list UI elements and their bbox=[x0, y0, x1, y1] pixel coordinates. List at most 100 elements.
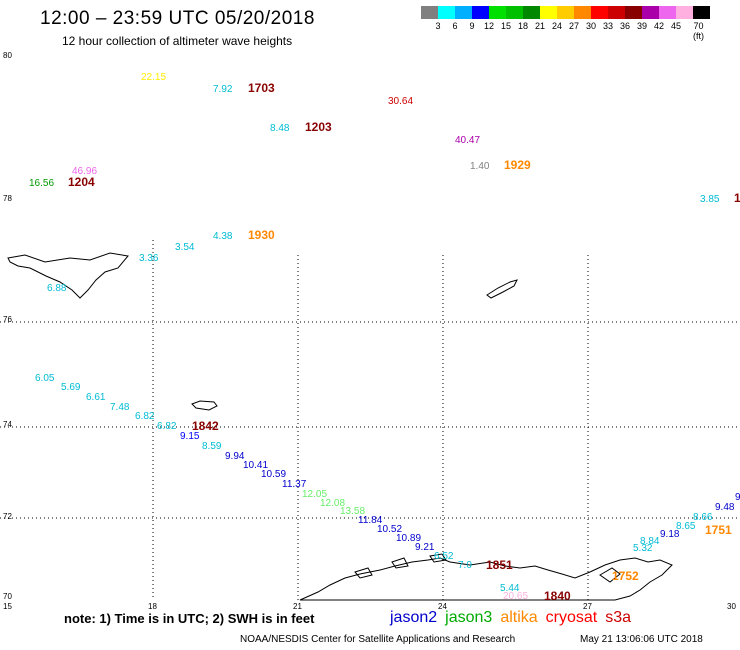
y-tick-label: 74 bbox=[3, 420, 12, 429]
footer-credit: NOAA/NESDIS Center for Satellite Applica… bbox=[240, 634, 516, 645]
pass-time-label: 1840 bbox=[544, 589, 571, 603]
axis-labels: 80 78 76 74 72 70 15 18 21 24 27 30 bbox=[3, 51, 736, 611]
legend-swatch bbox=[693, 6, 710, 19]
wave-height-label: 5.32 bbox=[633, 543, 653, 554]
legend-label: 6 bbox=[452, 21, 458, 31]
legend-swatch bbox=[421, 6, 438, 19]
pass-time-label: 1 bbox=[734, 191, 740, 205]
wave-height-label: 40.47 bbox=[455, 135, 480, 146]
wave-height-label: 6.05 bbox=[35, 373, 55, 384]
wave-height-label: 12.05 bbox=[302, 489, 327, 500]
y-tick-label: 70 bbox=[3, 592, 12, 601]
satellite-name: altika bbox=[500, 609, 538, 626]
wave-height-label: 9.18 bbox=[660, 529, 680, 540]
legend-label: 33 bbox=[602, 21, 613, 31]
legend-label: 27 bbox=[568, 21, 579, 31]
legend-swatch bbox=[608, 6, 625, 19]
wave-height-label: 30.64 bbox=[388, 96, 413, 107]
wave-height-label: 10.89 bbox=[396, 533, 421, 544]
legend-label: 12 bbox=[483, 21, 494, 31]
legend-swatches bbox=[421, 6, 710, 19]
lat-lon-gridlines bbox=[0, 240, 740, 600]
wave-height-label: 11.84 bbox=[358, 515, 383, 526]
legend-swatch bbox=[625, 6, 642, 19]
wave-height-label: 11.37 bbox=[282, 479, 307, 490]
wave-height-label: 7.92 bbox=[213, 84, 233, 95]
pass-time-label: 1842 bbox=[192, 419, 219, 433]
satellite-legend: jason2 jason3 altika cryosat s3a bbox=[390, 609, 639, 627]
wave-height-label: 6.82 bbox=[135, 411, 155, 422]
legend-label: 36 bbox=[619, 21, 630, 31]
satellite-name: cryosat bbox=[545, 609, 598, 626]
page-subtitle: 12 hour collection of altimeter wave hei… bbox=[62, 34, 293, 48]
wave-height-label: 9.48 bbox=[715, 502, 735, 513]
wave-height-label: 10.59 bbox=[261, 469, 286, 480]
wave-height-label: 6.52 bbox=[434, 551, 454, 562]
wave-height-label: 9.15 bbox=[180, 431, 200, 442]
legend-label: 15 bbox=[500, 21, 511, 31]
legend-swatch bbox=[540, 6, 557, 19]
legend-labels: 3 6 9 12 15 18 21 24 27 30 33 36 39 42 45 70 (ft) bbox=[421, 19, 710, 41]
legend-label: 30 bbox=[585, 21, 596, 31]
x-tick-label: 18 bbox=[148, 602, 157, 611]
legend-swatch bbox=[591, 6, 608, 19]
wave-height-label: 4.38 bbox=[213, 231, 233, 242]
pass-time-label: 1703 bbox=[248, 81, 275, 95]
y-tick-label: 72 bbox=[3, 512, 12, 521]
coastlines bbox=[7, 252, 673, 601]
legend-label: 39 bbox=[636, 21, 647, 31]
wave-height-label: 46.96 bbox=[72, 166, 97, 177]
page-title: 12:00 – 23:59 UTC 05/20/2018 bbox=[40, 8, 315, 29]
legend-swatch bbox=[523, 6, 540, 19]
legend-swatch bbox=[676, 6, 693, 19]
wave-height-label: 8.48 bbox=[270, 123, 290, 134]
color-scale-legend: 3 6 9 12 15 18 21 24 27 30 33 36 39 42 45 70 (ft) bbox=[421, 6, 710, 41]
legend-label: 18 bbox=[517, 21, 528, 31]
norway-islands bbox=[354, 553, 621, 583]
wave-height-label: 9 bbox=[735, 492, 740, 503]
wave-height-label: 7.48 bbox=[110, 402, 130, 413]
x-tick-label: 24 bbox=[438, 602, 447, 611]
wave-height-label: 7.0 bbox=[458, 560, 472, 571]
wave-height-label: 13.58 bbox=[340, 506, 365, 517]
wave-height-label: 20.65 bbox=[503, 591, 528, 602]
x-tick-label: 15 bbox=[3, 602, 12, 611]
wave-height-label: 5.44 bbox=[500, 583, 520, 594]
legend-label: 70 (ft) bbox=[693, 21, 704, 41]
legend-label: 21 bbox=[534, 21, 545, 31]
pass-time-label: 1203 bbox=[305, 120, 332, 134]
wave-height-label: 3.54 bbox=[175, 242, 195, 253]
pass-time-label: 1930 bbox=[248, 228, 275, 242]
legend-swatch bbox=[472, 6, 489, 19]
wave-height-label: 1.40 bbox=[470, 161, 490, 172]
legend-swatch bbox=[489, 6, 506, 19]
wave-height-label: 8.84 bbox=[640, 536, 660, 547]
legend-swatch bbox=[574, 6, 591, 19]
pass-time-label: 1204 bbox=[68, 175, 95, 189]
wave-height-label: 8.59 bbox=[202, 441, 222, 452]
wave-height-label: 9.21 bbox=[415, 542, 435, 553]
legend-swatch bbox=[659, 6, 676, 19]
wave-height-label: 8.66 bbox=[693, 512, 713, 523]
pass-time-stamps: 1703 1203 1929 1204 1 1930 1842 1851 1840 1751 175… bbox=[68, 81, 740, 603]
legend-label: 45 bbox=[670, 21, 681, 31]
y-tick-label: 76 bbox=[3, 315, 12, 324]
x-tick-label: 30 bbox=[727, 602, 736, 611]
y-tick-label: 80 bbox=[3, 51, 12, 60]
satellite-name: jason2 bbox=[390, 609, 438, 626]
wave-height-label: 6.61 bbox=[86, 392, 106, 403]
pass-time-label: 1929 bbox=[504, 158, 531, 172]
svalbard-coastline bbox=[7, 252, 129, 299]
legend-swatch bbox=[455, 6, 472, 19]
wave-height-label: 16.56 bbox=[29, 178, 54, 189]
legend-swatch bbox=[438, 6, 455, 19]
wave-height-label: 8.65 bbox=[676, 521, 696, 532]
legend-label: 9 bbox=[469, 21, 475, 31]
satellite-name: jason3 bbox=[445, 609, 493, 626]
wave-height-label: 12.08 bbox=[320, 498, 345, 509]
legend-label: 3 bbox=[435, 21, 441, 31]
generation-timestamp: May 21 13:06:06 UTC 2018 bbox=[580, 634, 703, 645]
wave-height-label: 6.88 bbox=[47, 283, 67, 294]
wave-height-label: 6.82 bbox=[157, 421, 177, 432]
